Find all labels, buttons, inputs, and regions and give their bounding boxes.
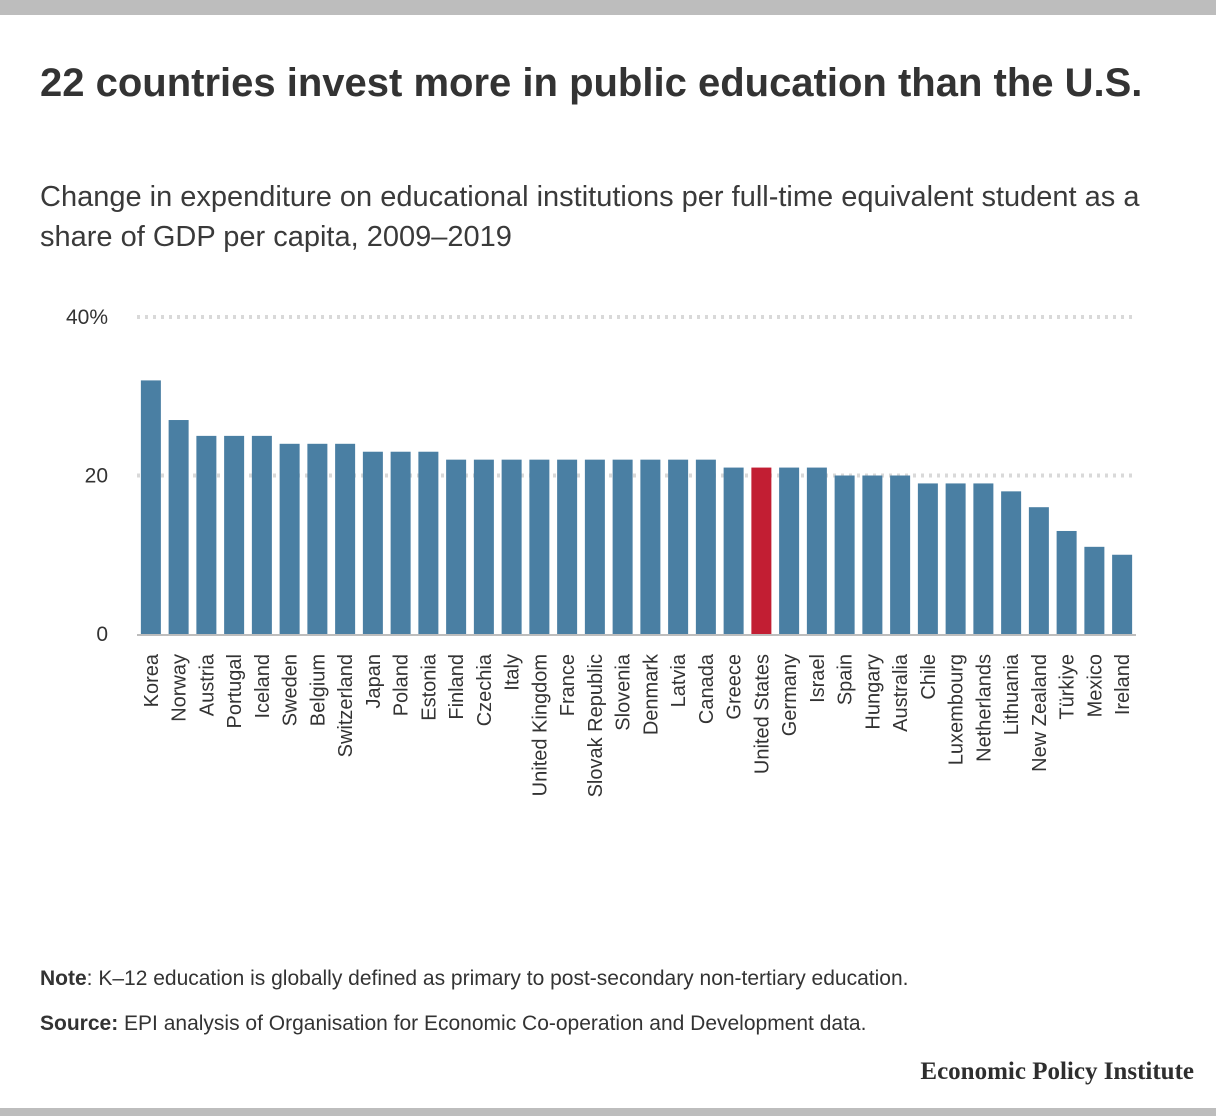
bar-türkiye: [1056, 530, 1077, 634]
x-tick-label-estonia: Estonia: [418, 653, 440, 721]
bar-hungary: [862, 475, 883, 634]
x-tick-label-finland: Finland: [446, 654, 468, 720]
bar-canada: [695, 459, 716, 634]
x-tick-label-lithuania: Lithuania: [1001, 653, 1023, 735]
x-tick-label-hungary: Hungary: [862, 654, 884, 730]
bar-greece: [723, 467, 744, 634]
bar-luxembourg: [945, 483, 966, 634]
x-tick-label-spain: Spain: [835, 654, 857, 705]
bar-japan: [362, 451, 383, 634]
x-tick-label-france: France: [557, 654, 579, 716]
chart-title: 22 countries invest more in public educa…: [40, 61, 1143, 105]
bar-latvia: [668, 459, 689, 634]
bar-estonia: [418, 451, 439, 634]
x-tick-label-ireland: Ireland: [1112, 654, 1134, 715]
x-tick-label-sweden: Sweden: [280, 654, 302, 726]
note-text: : K–12 education is globally defined as …: [86, 967, 909, 990]
bar-germany: [779, 467, 800, 634]
bar-norway: [168, 420, 189, 634]
bar-ireland: [1112, 554, 1133, 634]
x-tick-label-luxembourg: Luxembourg: [946, 654, 968, 765]
source-label: Source:: [40, 1012, 119, 1035]
bar-chile: [917, 483, 938, 634]
x-tick-label-austria: Austria: [196, 653, 218, 716]
bar-finland: [446, 459, 467, 634]
x-tick-label-denmark: Denmark: [640, 653, 662, 735]
bar-sweden: [279, 443, 300, 634]
bar-austria: [196, 435, 217, 634]
x-tick-label-united-kingdom: United Kingdom: [529, 654, 551, 796]
bar-iceland: [251, 435, 272, 634]
brand-logo-text: Economic Policy Institute: [920, 1058, 1194, 1085]
bar-switzerland: [335, 443, 356, 634]
x-tick-label-mexico: Mexico: [1084, 654, 1106, 717]
bar-spain: [834, 475, 855, 634]
x-tick-label-new-zealand: New Zealand: [1029, 654, 1051, 772]
x-tick-label-slovak-republic: Slovak Republic: [585, 654, 607, 797]
bar-france: [557, 459, 578, 634]
bar-chart: 0 20 40% Korea Norway Austria Portugal Iceland S…: [66, 306, 1136, 797]
bar-korea: [140, 380, 161, 634]
bar-denmark: [640, 459, 661, 634]
bar-slovenia: [612, 459, 633, 634]
bar-united-kingdom: [529, 459, 550, 634]
note: Note: K–12 education is globally defined…: [40, 965, 1180, 993]
bar-czechia: [473, 459, 494, 634]
x-tick-label-netherlands: Netherlands: [973, 654, 995, 762]
top-border: [0, 0, 1216, 15]
bar-united-states: [751, 467, 772, 634]
bar-lithuania: [1001, 491, 1022, 634]
x-tick-label-chile: Chile: [918, 654, 940, 700]
bar-new-zealand: [1028, 507, 1049, 634]
bar-poland: [390, 451, 411, 634]
x-tick-label-australia: Australia: [890, 653, 912, 732]
bar-slovak-republic: [584, 459, 605, 634]
x-tick-label-portugal: Portugal: [224, 654, 246, 729]
bar-mexico: [1084, 546, 1105, 634]
bar-australia: [890, 475, 911, 634]
y-tick-label-0: 0: [96, 623, 108, 646]
bar-israel: [806, 467, 827, 634]
x-tick-label-poland: Poland: [391, 654, 413, 716]
x-tick-label-italy: Italy: [502, 654, 524, 691]
x-tick-label-latvia: Latvia: [668, 653, 690, 707]
bar-netherlands: [973, 483, 994, 634]
source-text: EPI analysis of Organisation for Economi…: [118, 1012, 867, 1035]
x-tick-label-greece: Greece: [724, 654, 746, 720]
x-tick-label-japan: Japan: [363, 654, 385, 709]
x-tick-label-slovenia: Slovenia: [613, 653, 635, 731]
bar-portugal: [224, 435, 245, 634]
x-tick-label-türkiye: Türkiye: [1057, 654, 1079, 720]
y-tick-label-20: 20: [85, 465, 108, 488]
x-tick-label-switzerland: Switzerland: [335, 654, 357, 757]
x-tick-label-canada: Canada: [696, 653, 718, 724]
bar-belgium: [307, 443, 328, 634]
x-tick-label-czechia: Czechia: [474, 653, 496, 726]
chart-subtitle: Change in expenditure on educational ins…: [40, 181, 1140, 253]
bar-italy: [501, 459, 522, 634]
source: Source: EPI analysis of Organisation for…: [40, 1010, 1180, 1038]
x-tick-label-belgium: Belgium: [307, 654, 329, 726]
x-tick-label-united-states: United States: [751, 654, 773, 774]
x-tick-label-iceland: Iceland: [252, 654, 274, 719]
y-tick-label-40: 40%: [66, 306, 108, 329]
note-label: Note: [40, 967, 87, 990]
bottom-border: [0, 1108, 1216, 1116]
x-tick-label-norway: Norway: [169, 654, 191, 722]
x-tick-label-israel: Israel: [807, 654, 829, 703]
x-tick-label-korea: Korea: [141, 653, 163, 707]
x-tick-label-germany: Germany: [779, 654, 801, 736]
